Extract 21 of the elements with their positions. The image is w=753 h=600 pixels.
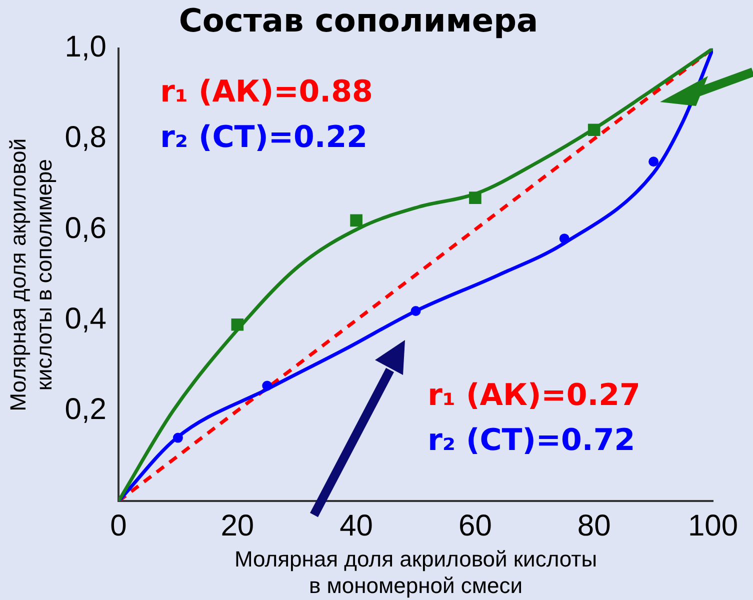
x-tick-label: 0 <box>110 509 127 542</box>
x-tick-label: 20 <box>220 509 254 542</box>
x-axis-title: Молярная доля акриловой кислоты в мономерной смеси <box>234 546 598 598</box>
y-tick-label: 0,8 <box>64 121 107 154</box>
line-series <box>118 48 713 502</box>
annotation: r₁ (АК)=0.27 <box>428 378 640 413</box>
x-tick-label: 40 <box>340 509 373 542</box>
x-tick-label: 100 <box>688 509 738 542</box>
chart-title: Состав сополимера <box>178 2 538 40</box>
x-tick-label: 80 <box>577 509 611 542</box>
y-tick-label: 1,0 <box>64 30 107 64</box>
annotation: r₁ (АК)=0.88 <box>160 74 373 110</box>
x-tick-label: 60 <box>458 509 492 542</box>
y-tick-label: 0,2 <box>64 392 107 426</box>
y-tick-label: 0,6 <box>64 212 107 245</box>
point <box>648 156 659 167</box>
y-axis-title: Молярная доля акриловой кислоты в сополимере <box>5 138 57 412</box>
annotation: r₂ (СТ)=0.72 <box>428 423 636 458</box>
y-tick-label: 0,4 <box>64 302 107 336</box>
point <box>350 214 362 227</box>
annotation: r₂ (СТ)=0.22 <box>160 120 368 155</box>
